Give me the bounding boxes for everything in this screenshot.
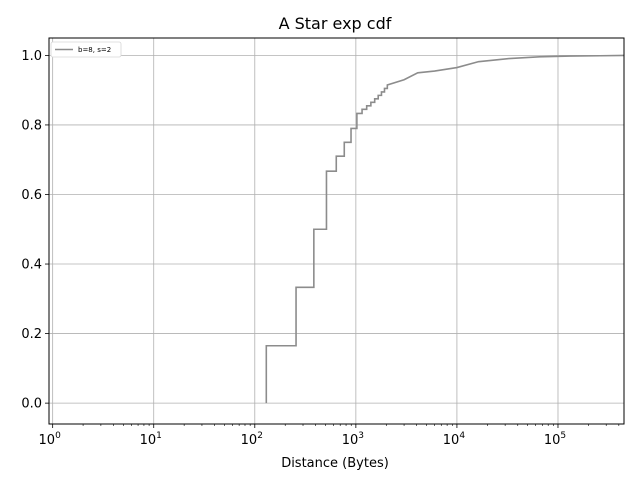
legend-box [50,41,122,58]
x-axis: 100 101 102 103 104 105 [39,424,620,448]
x-tick-label: 101 [140,431,162,448]
x-tick-label: 105 [544,431,566,448]
y-tick-label: 0.6 [21,188,42,203]
y-axis: 0.0 0.2 0.4 0.6 0.8 1.0 [21,49,49,412]
y-tick-label: 0.0 [21,397,42,412]
y-tick-label: 0.2 [21,327,42,342]
series-line [265,54,625,404]
x-tick-label: 100 [39,431,62,448]
y-tick-label: 1.0 [21,49,42,64]
x-axis-label: Distance (Bytes) [281,456,389,471]
x-tick-label: 102 [241,431,263,448]
legend-label: b=8, s=2 [78,46,111,54]
grid-lines [49,38,624,424]
x-tick-label: 103 [342,431,364,448]
series-layer [265,54,625,404]
legend: b=8, s=2 [50,41,122,58]
y-tick-label: 0.8 [21,118,42,133]
x-tick-label: 104 [443,431,466,448]
chart-title: A Star exp cdf [279,14,392,33]
plot-frame [48,37,625,425]
y-tick-label: 0.4 [21,258,42,273]
